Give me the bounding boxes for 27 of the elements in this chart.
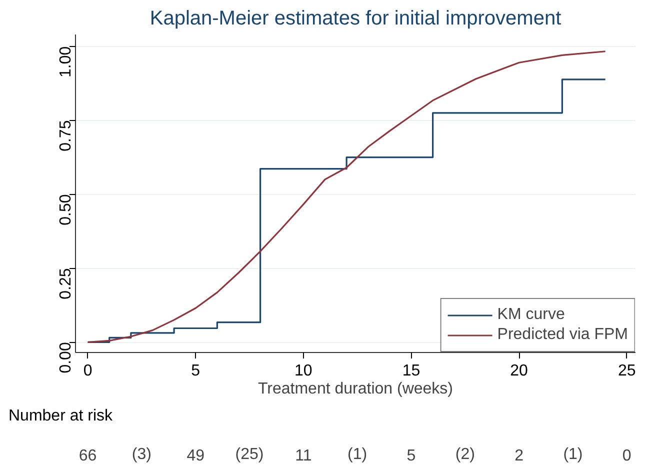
y-tick-label: 0.25 <box>58 268 74 300</box>
legend-label: Predicted via FPM <box>497 326 628 344</box>
x-tick-label: 25 <box>618 362 636 380</box>
text: (25) <box>235 446 264 464</box>
x-tick-label: 5 <box>191 362 200 380</box>
y-tick-label: 0.75 <box>58 120 74 152</box>
text: Number at risk <box>8 408 114 424</box>
text: 11 <box>295 448 312 465</box>
y-tick-label: 0.50 <box>58 194 74 226</box>
text: 49 <box>186 448 205 465</box>
text: (1) <box>348 446 368 464</box>
y-tick-label: 1.00 <box>58 46 74 78</box>
text: 0 <box>622 448 632 465</box>
legend-label: KM curve <box>497 306 565 324</box>
text: (3) <box>132 446 152 464</box>
x-axis-title: Treatment duration (weeks) <box>258 380 454 398</box>
text: 66 <box>78 448 97 465</box>
x-tick-label: 15 <box>402 362 420 380</box>
x-tick-label: 0 <box>83 362 92 380</box>
y-tick-label: 0.00 <box>58 342 74 374</box>
text: 2 <box>514 448 524 465</box>
x-tick-label: 10 <box>294 362 312 380</box>
text: 5 <box>406 448 416 465</box>
text: (1) <box>563 446 583 464</box>
text: (2) <box>455 446 475 464</box>
chart-title: Kaplan-Meier estimates for initial improvement <box>150 8 562 30</box>
x-tick-label: 20 <box>510 362 528 380</box>
